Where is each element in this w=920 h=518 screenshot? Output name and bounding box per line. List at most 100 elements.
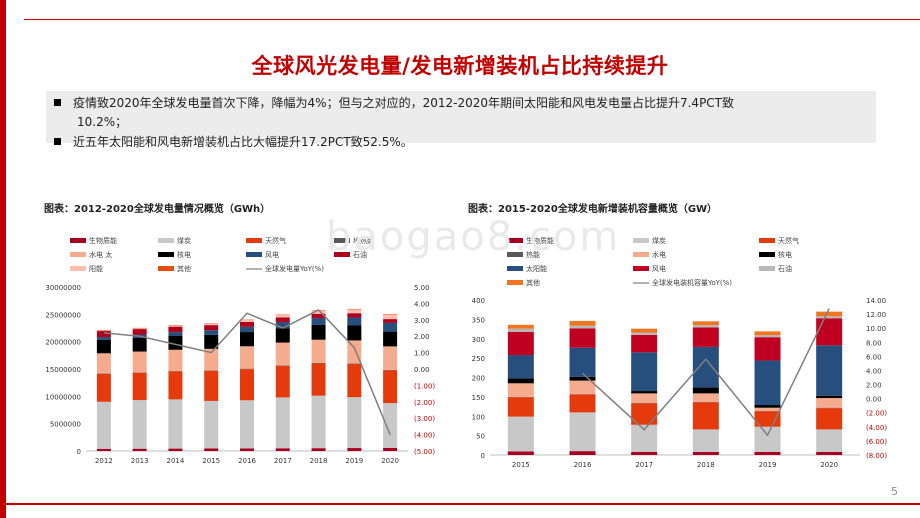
bar-segment: [754, 360, 781, 406]
bar-segment: [816, 408, 843, 430]
y-tick-label: 0: [481, 452, 485, 460]
bar-segment: [311, 313, 326, 319]
legend-label: 水电: [652, 250, 666, 259]
chart-1-title: 图表：2012-2020全球发电量情况概览（GWh）: [44, 204, 271, 215]
bar-segment: [507, 331, 534, 356]
bar-segment: [692, 321, 719, 326]
yoy-line: [581, 308, 830, 437]
bullet-square-icon: [54, 138, 61, 145]
bar-segment: [96, 339, 111, 354]
y2-tick-label: (3.00): [414, 415, 435, 423]
y-tick-label: 50: [476, 433, 485, 441]
y-tick-label: 0: [77, 448, 81, 456]
legend-label: 全球发电装机容量YoY(%): [652, 278, 732, 287]
bar-segment: [692, 393, 719, 402]
bar-segment: [132, 448, 147, 451]
bar-segment: [96, 353, 111, 374]
bar-segment: [507, 324, 534, 329]
y2-tick-label: 12.00: [866, 311, 886, 319]
legend-label: 地热能: [353, 236, 374, 245]
bar-segment: [311, 318, 326, 325]
bar-segment: [631, 393, 658, 404]
bar-segment: [347, 448, 362, 451]
y-tick-label: 200: [472, 375, 485, 383]
bar-segment: [383, 322, 398, 332]
y-tick-label: 400: [472, 297, 485, 305]
bar-segment: [383, 331, 398, 347]
bar-segment: [631, 451, 658, 455]
bar-segment: [204, 370, 219, 401]
bar-segment: [631, 352, 658, 392]
legend-label: 风电: [265, 250, 279, 259]
bar-segment: [204, 334, 219, 349]
legend-swatch: [507, 266, 523, 271]
bar-segment: [240, 326, 254, 333]
yoy-line: [103, 309, 391, 435]
bar-segment: [816, 398, 843, 408]
bar-segment: [383, 314, 398, 320]
legend-swatch: [507, 252, 523, 257]
bar-segment: [204, 348, 219, 371]
x-tick-label: 2013: [131, 457, 149, 465]
left-accent-bar: [0, 0, 6, 518]
bar-segment: [347, 325, 362, 341]
x-tick-label: 2019: [759, 461, 777, 469]
legend-label: 风电: [652, 264, 666, 273]
bar-segment: [96, 330, 111, 332]
bar-segment: [132, 351, 147, 373]
top-divider: [24, 19, 920, 20]
x-tick-label: 2016: [574, 461, 592, 469]
x-tick-label: 2014: [167, 457, 185, 465]
bar-segment: [754, 451, 781, 455]
legend-label: 石油: [353, 250, 367, 259]
bullet-square-icon: [54, 99, 61, 106]
x-tick-label: 2017: [635, 461, 653, 469]
y2-tick-label: (4.00): [866, 424, 887, 432]
legend-swatch: [759, 266, 775, 271]
bar-segment: [275, 397, 290, 449]
bar-segment: [754, 407, 781, 411]
bar-segment: [275, 328, 290, 343]
legend-swatch: [759, 238, 775, 243]
y-tick-label: 100: [472, 413, 485, 421]
bar-segment: [204, 400, 219, 449]
y2-tick-label: 0.00: [866, 396, 882, 404]
legend-swatch: [507, 238, 523, 243]
y2-tick-label: 8.00: [866, 339, 882, 347]
y2-tick-label: 4.00: [866, 367, 882, 375]
legend-label: 核电: [177, 250, 191, 259]
bar-segment: [96, 331, 111, 338]
legend-label: 水电 太: [89, 250, 112, 259]
bar-segment: [692, 402, 719, 430]
bar-segment: [692, 387, 719, 394]
y-tick-label: 15000000: [45, 366, 81, 374]
bar-segment: [569, 412, 596, 452]
bar-segment: [569, 320, 596, 326]
bar-segment: [311, 448, 326, 451]
legend-swatch: [70, 252, 86, 257]
legend-swatch: [633, 252, 649, 257]
summary-bullet-2: 近五年太阳能和风电新增装机占比大幅提升17.2PCT致52.5%。: [54, 133, 413, 152]
bar-segment: [569, 325, 596, 329]
bar-segment: [240, 400, 254, 449]
bar-segment: [754, 335, 781, 338]
bar-segment: [275, 365, 290, 398]
bar-segment: [507, 355, 534, 379]
bar-segment: [204, 448, 219, 451]
bar-segment: [569, 347, 596, 377]
legend-label: 生物质能: [89, 236, 117, 245]
x-tick-label: 2015: [202, 457, 220, 465]
bar-segment: [507, 451, 534, 455]
y2-tick-label: 10.00: [866, 325, 886, 333]
legend-label: 太阳能: [526, 264, 547, 273]
bar-segment: [816, 395, 843, 399]
bar-segment: [347, 313, 362, 318]
legend-swatch: [158, 238, 174, 243]
bar-segment: [347, 363, 362, 398]
bar-segment: [132, 400, 147, 449]
bar-segment: [240, 369, 254, 401]
bar-segment: [507, 416, 534, 452]
bar-segment: [275, 315, 290, 318]
y-tick-label: 5000000: [50, 421, 81, 429]
y2-tick-label: 14.00: [866, 297, 886, 305]
